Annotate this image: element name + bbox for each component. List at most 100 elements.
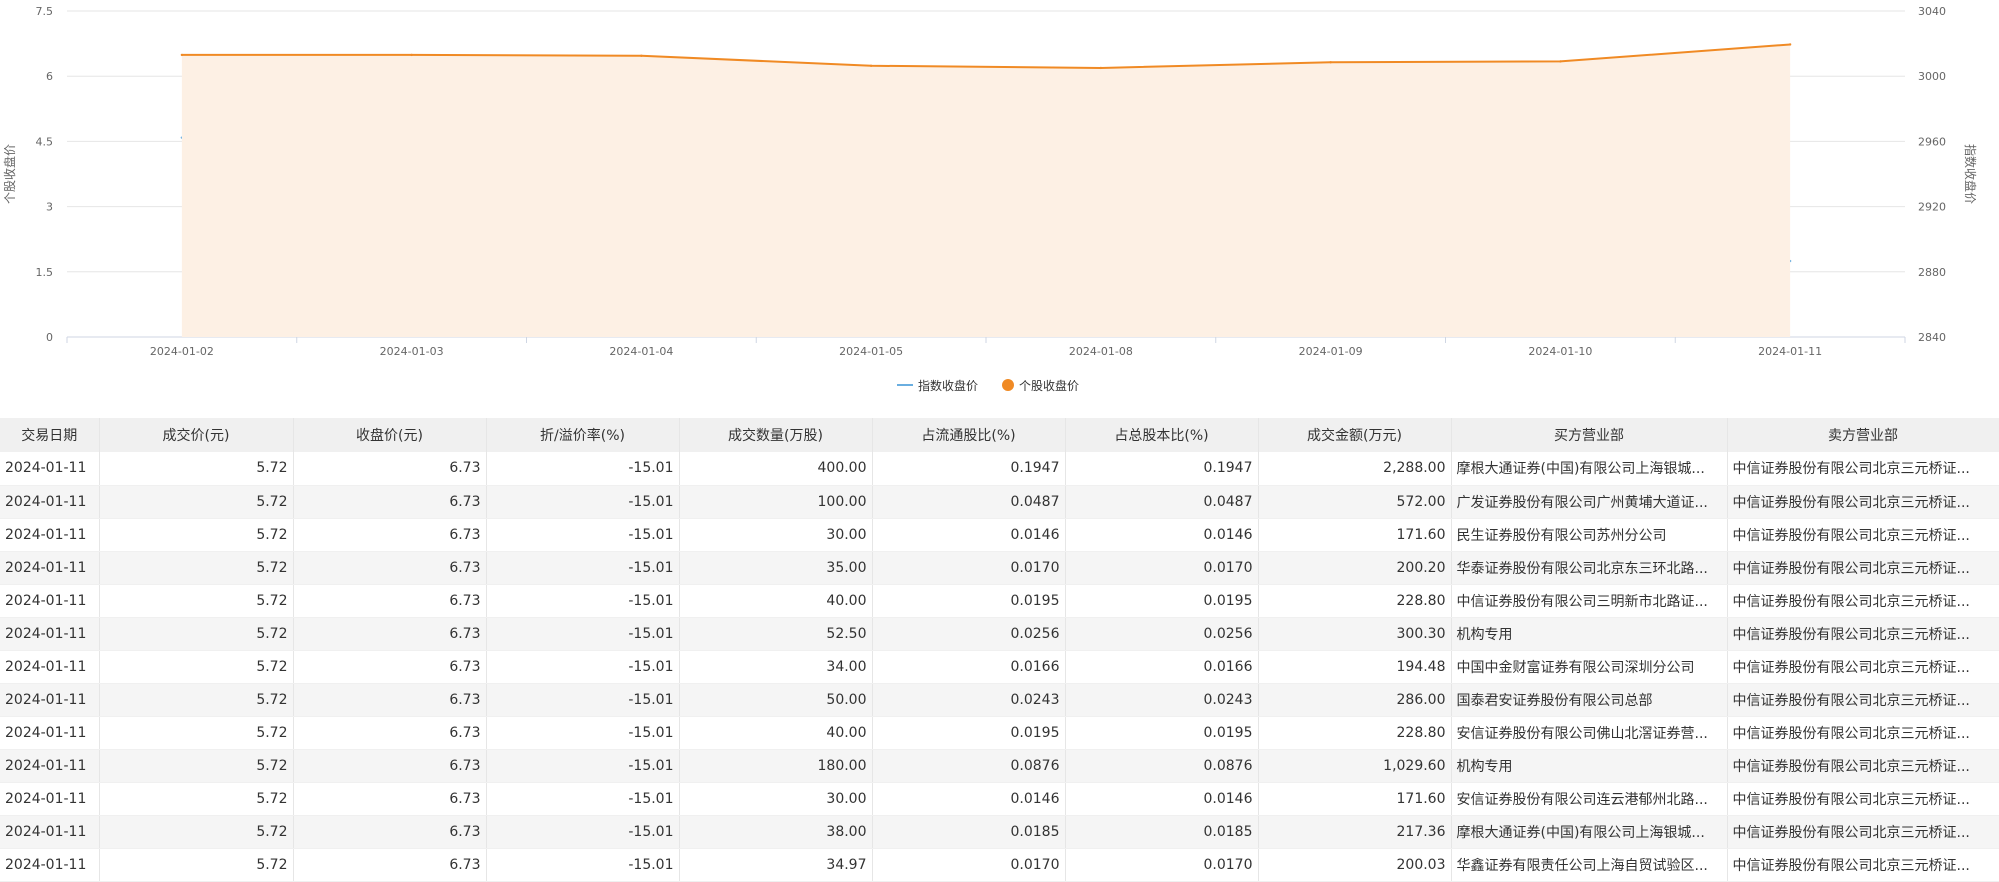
y-left-tick-label: 4.5	[36, 135, 54, 148]
table-cell: 5.72	[99, 815, 294, 849]
x-axis-tick-label: 2024-01-04	[609, 345, 673, 358]
table-cell: -15.01	[486, 584, 680, 618]
table-cell: -15.01	[486, 716, 680, 750]
table-cell: 中信证券股份有限公司北京三元桥证...	[1727, 782, 1999, 816]
table-cell: 中信证券股份有限公司北京三元桥证...	[1727, 716, 1999, 750]
table-row: 2024-01-11 5.72 6.73 -15.01 38.00 0.0185 0.018…	[0, 815, 1999, 849]
y-left-axis-title: 个股收盘价	[2, 144, 17, 204]
table-cell: 6.73	[293, 617, 487, 651]
data-point	[1788, 43, 1792, 46]
table-cell: -15.01	[486, 749, 680, 783]
table-cell: 中信证券股份有限公司北京三元桥证...	[1727, 452, 1999, 486]
column-header[interactable]: 卖方营业部	[1727, 418, 1999, 452]
table-cell: 5.72	[99, 716, 294, 750]
table-cell: 6.73	[293, 518, 487, 552]
table-cell: 0.0195	[1065, 716, 1259, 750]
column-header[interactable]: 收盘价(元)	[293, 418, 487, 452]
table-cell: 0.0876	[872, 749, 1066, 783]
table-cell: -15.01	[486, 650, 680, 684]
table-row: 2024-01-11 5.72 6.73 -15.01 35.00 0.0170 0.017…	[0, 551, 1999, 585]
legend-label: 指数收盘价	[918, 378, 978, 393]
table-cell: 0.0170	[1065, 848, 1259, 882]
column-header[interactable]: 占总股本比(%)	[1065, 418, 1259, 452]
table-cell: 6.73	[293, 749, 487, 783]
data-point	[410, 53, 413, 57]
table-cell: 0.0195	[1065, 584, 1259, 618]
table-cell: 2024-01-11	[0, 518, 100, 552]
x-axis-tick-label: 2024-01-03	[380, 345, 444, 358]
table-row: 2024-01-11 5.72 6.73 -15.01 34.97 0.0170 0.017…	[0, 848, 1999, 882]
table-cell: 摩根大通证券(中国)有限公司上海银城...	[1451, 815, 1728, 849]
y-right-tick-label: 2960	[1918, 135, 1946, 148]
column-header[interactable]: 买方营业部	[1451, 418, 1728, 452]
table-cell: 30.00	[679, 782, 873, 816]
table-cell: 0.0166	[1065, 650, 1259, 684]
line-chart: 0 1.5 3 4.5 6 7.5 2840 2880 2920 2960 3000 3040 个股收盘…	[2, 5, 1978, 393]
table-row: 2024-01-11 5.72 6.73 -15.01 180.00 0.0876 0.08…	[0, 749, 1999, 783]
table-cell: 中信证券股份有限公司北京三元桥证...	[1727, 551, 1999, 585]
column-header[interactable]: 成交价(元)	[99, 418, 294, 452]
column-header[interactable]: 成交数量(万股)	[679, 418, 873, 452]
table-cell: 中信证券股份有限公司北京三元桥证...	[1727, 848, 1999, 882]
table-row: 2024-01-11 5.72 6.73 -15.01 30.00 0.0146 0.014…	[0, 518, 1999, 552]
table-cell: 6.73	[293, 485, 487, 519]
table-cell: 中信证券股份有限公司北京三元桥证...	[1727, 485, 1999, 519]
table-cell: 6.73	[293, 650, 487, 684]
table-cell: 38.00	[679, 815, 873, 849]
table-cell: 2,288.00	[1258, 452, 1452, 486]
table-cell: 5.72	[99, 782, 294, 816]
y-left-tick-label: 3	[46, 201, 53, 214]
table-row: 2024-01-11 5.72 6.73 -15.01 40.00 0.0195 0.019…	[0, 584, 1999, 618]
table-cell: 194.48	[1258, 650, 1452, 684]
table-cell: 2024-01-11	[0, 683, 100, 717]
table-cell: 228.80	[1258, 584, 1452, 618]
chart-area: 0 1.5 3 4.5 6 7.5 2840 2880 2920 2960 3000 3040 个股收盘…	[0, 0, 1999, 418]
table-cell: 30.00	[679, 518, 873, 552]
table-cell: 中信证券股份有限公司北京三元桥证...	[1727, 683, 1999, 717]
table-cell: 0.0876	[1065, 749, 1259, 783]
table-cell: 0.1947	[872, 452, 1066, 486]
table-cell: 0.0170	[872, 551, 1066, 585]
column-header[interactable]: 成交金额(万元)	[1258, 418, 1452, 452]
table-cell: 2024-01-11	[0, 584, 100, 618]
table-cell: 34.97	[679, 848, 873, 882]
table-cell: -15.01	[486, 485, 680, 519]
table-cell: 200.03	[1258, 848, 1452, 882]
table-cell: 华泰证券股份有限公司北京东三环北路...	[1451, 551, 1728, 585]
table-cell: 200.20	[1258, 551, 1452, 585]
table-row: 2024-01-11 5.72 6.73 -15.01 52.50 0.0256 0.025…	[0, 617, 1999, 651]
table-header-row: 交易日期 成交价(元) 收盘价(元) 折/溢价率(%) 成交数量(万股) 占流通股比(%)…	[0, 418, 1999, 452]
y-right-tick-label: 2920	[1918, 201, 1946, 214]
table-cell: 6.73	[293, 584, 487, 618]
table-cell: 40.00	[679, 584, 873, 618]
table-cell: -15.01	[486, 452, 680, 486]
table-cell: 217.36	[1258, 815, 1452, 849]
table-cell: 中信证券股份有限公司北京三元桥证...	[1727, 650, 1999, 684]
table-cell: 摩根大通证券(中国)有限公司上海银城...	[1451, 452, 1728, 486]
column-header[interactable]: 占流通股比(%)	[872, 418, 1066, 452]
y-right-tick-label: 2840	[1918, 331, 1946, 344]
data-point	[1559, 60, 1562, 63]
table-cell: 安信证券股份有限公司佛山北滘证券营...	[1451, 716, 1728, 750]
table-cell: 0.0170	[1065, 551, 1259, 585]
table-cell: 国泰君安证券股份有限公司总部	[1451, 683, 1728, 717]
table-cell: 中国中金财富证券有限公司深圳分公司	[1451, 650, 1728, 684]
column-header[interactable]: 交易日期	[0, 418, 100, 452]
table-cell: 50.00	[679, 683, 873, 717]
table-cell: 中信证券股份有限公司北京三元桥证...	[1727, 815, 1999, 849]
x-axis-tick-label: 2024-01-09	[1299, 345, 1363, 358]
table-cell: 0.0146	[872, 782, 1066, 816]
table-cell: 民生证券股份有限公司苏州分公司	[1451, 518, 1728, 552]
data-point	[640, 54, 643, 57]
legend-marker-circle	[1002, 379, 1014, 391]
column-header[interactable]: 折/溢价率(%)	[486, 418, 680, 452]
x-axis-tick-label: 2024-01-05	[839, 345, 903, 358]
y-right-tick-label: 3040	[1918, 5, 1946, 18]
table-cell: 100.00	[679, 485, 873, 519]
table-cell: 广发证券股份有限公司广州黄埔大道证...	[1451, 485, 1728, 519]
table-cell: 0.0170	[872, 848, 1066, 882]
table-cell: 6.73	[293, 815, 487, 849]
table-cell: 5.72	[99, 848, 294, 882]
table-cell: 2024-01-11	[0, 485, 100, 519]
table-cell: 华鑫证券有限责任公司上海自贸试验区...	[1451, 848, 1728, 882]
